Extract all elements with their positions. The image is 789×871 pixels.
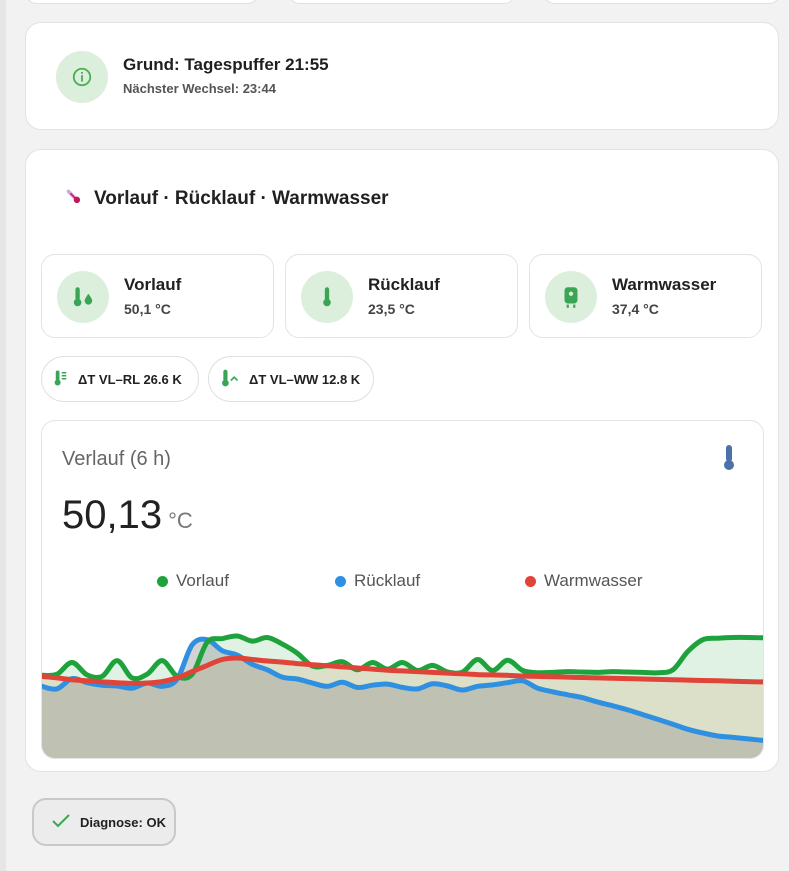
next-change-text: Nächster Wechsel: 23:44 bbox=[123, 81, 276, 96]
series-area-1 bbox=[42, 639, 763, 758]
series-area-2 bbox=[42, 658, 763, 758]
chip-delta-vl-rl[interactable]: ΔT VL–RL 26.6 K bbox=[41, 356, 199, 402]
tile-value: 23,5 °C bbox=[368, 301, 415, 317]
history-graph-card[interactable]: Verlauf (6 h) 50,13 °C Vorlauf Rücklauf W… bbox=[41, 420, 764, 759]
section-header: Vorlauf · Rücklauf · Warmwasser bbox=[62, 185, 389, 213]
chip-delta-vl-ww[interactable]: ΔT VL–WW 12.8 K bbox=[208, 356, 374, 402]
series-area-0 bbox=[42, 635, 763, 758]
check-icon bbox=[52, 813, 70, 831]
tile-value: 37,4 °C bbox=[612, 301, 659, 317]
series-line-0 bbox=[42, 633, 763, 682]
section-title: Vorlauf · Rücklauf · Warmwasser bbox=[94, 188, 389, 209]
tile-name: Vorlauf bbox=[124, 275, 182, 294]
thermometer-icon bbox=[301, 271, 353, 323]
water-boiler-icon bbox=[545, 271, 597, 323]
top-card-partial bbox=[25, 0, 259, 4]
top-card-partial bbox=[543, 0, 781, 4]
tile-name: Rücklauf bbox=[368, 275, 440, 294]
diagnose-button[interactable]: Diagnose: OK bbox=[32, 798, 176, 846]
thermometer-icon bbox=[721, 443, 737, 476]
top-card-partial bbox=[288, 0, 516, 4]
tile-vorlauf[interactable]: Vorlauf 50,1 °C bbox=[41, 254, 274, 338]
diagnose-label: Diagnose: OK bbox=[80, 814, 166, 830]
legend-dot bbox=[335, 575, 346, 587]
info-card: Grund: Tagespuffer 21:55 Nächster Wechse… bbox=[25, 22, 779, 130]
thermometer-water-icon bbox=[57, 271, 109, 323]
left-edge-strip bbox=[0, 0, 6, 871]
temperature-card: Vorlauf · Rücklauf · Warmwasser Vorlauf … bbox=[25, 149, 779, 772]
legend-ruecklauf[interactable]: Rücklauf bbox=[335, 571, 420, 591]
tile-warmwasser[interactable]: Warmwasser 37,4 °C bbox=[529, 254, 762, 338]
legend-dot bbox=[525, 575, 536, 587]
thermometer-lines-icon bbox=[52, 368, 70, 391]
thermometer-chevron-icon bbox=[219, 368, 241, 391]
legend-dot bbox=[157, 575, 168, 587]
tile-value: 50,1 °C bbox=[124, 301, 171, 317]
reason-title: Grund: Tagespuffer 21:55 bbox=[123, 55, 329, 74]
legend-vorlauf[interactable]: Vorlauf bbox=[157, 571, 229, 591]
tile-name: Warmwasser bbox=[612, 275, 717, 294]
chip-label: ΔT VL–RL 26.6 K bbox=[78, 371, 182, 387]
chip-label: ΔT VL–WW 12.8 K bbox=[249, 371, 361, 387]
graph-title: Verlauf (6 h) bbox=[62, 448, 171, 470]
legend-label: Warmwasser bbox=[544, 571, 643, 590]
current-value-unit: °C bbox=[168, 508, 193, 533]
info-icon bbox=[56, 51, 108, 103]
legend-label: Vorlauf bbox=[176, 571, 229, 590]
current-value: 50,13 °C bbox=[62, 493, 193, 538]
thermometer-icon bbox=[62, 185, 84, 213]
history-plot bbox=[42, 633, 763, 758]
series-line-2 bbox=[42, 655, 763, 686]
legend-warmwasser[interactable]: Warmwasser bbox=[525, 571, 643, 591]
series-line-1 bbox=[42, 636, 763, 743]
current-value-number: 50,13 bbox=[62, 493, 163, 537]
legend-label: Rücklauf bbox=[354, 571, 421, 590]
tile-ruecklauf[interactable]: Rücklauf 23,5 °C bbox=[285, 254, 518, 338]
